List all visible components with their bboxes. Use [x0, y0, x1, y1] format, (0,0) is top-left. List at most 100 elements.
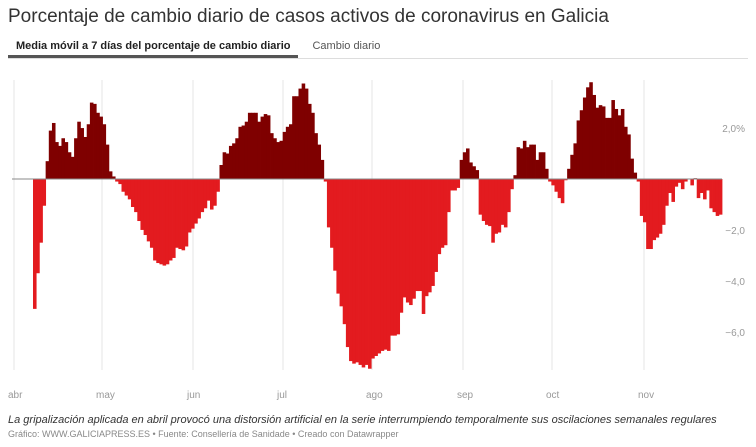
- bar: [706, 179, 710, 191]
- bar: [386, 179, 391, 351]
- bar: [557, 179, 562, 199]
- bar: [115, 179, 119, 182]
- tab-daily-change[interactable]: Cambio diario: [312, 40, 381, 52]
- tab-moving-average[interactable]: Media móvil a 7 días del porcentaje de c…: [8, 38, 299, 58]
- chart-title: Porcentaje de cambio diario de casos act…: [8, 6, 609, 27]
- bar: [592, 94, 596, 179]
- bar: [361, 179, 366, 368]
- bar: [108, 171, 113, 179]
- bar: [551, 179, 555, 186]
- bar: [424, 179, 429, 297]
- bar: [149, 179, 154, 248]
- bar: [380, 179, 385, 351]
- bar: [601, 106, 606, 179]
- bar: [503, 179, 508, 228]
- x-tick-label: ago: [366, 390, 383, 401]
- bar: [121, 179, 126, 192]
- bar: [323, 179, 328, 182]
- bar: [548, 179, 552, 182]
- bar: [428, 179, 432, 293]
- bar: [187, 179, 192, 233]
- bar: [614, 108, 619, 179]
- bar: [130, 179, 135, 208]
- bar: [472, 166, 476, 179]
- bar: [655, 179, 660, 238]
- bar: [532, 144, 536, 179]
- bar: [560, 179, 565, 204]
- bar: [690, 179, 694, 186]
- bar: [484, 179, 489, 225]
- bar: [674, 179, 679, 187]
- y-tick-label: −6,0: [725, 328, 745, 339]
- bar: [39, 179, 43, 243]
- bar: [661, 179, 666, 225]
- bar: [642, 179, 647, 223]
- bar: [450, 179, 454, 191]
- bar: [194, 179, 198, 224]
- bar: [42, 179, 47, 206]
- bar: [289, 124, 293, 179]
- bar: [519, 148, 524, 179]
- bar: [605, 117, 609, 179]
- bar: [573, 143, 578, 179]
- bar: [649, 179, 653, 250]
- bar: [699, 179, 704, 194]
- chart-note: La gripalización aplicada en abril provo…: [8, 414, 717, 426]
- bar: [58, 145, 62, 179]
- bar: [709, 179, 713, 209]
- bar: [140, 179, 145, 230]
- bar: [383, 179, 388, 350]
- bar: [627, 134, 631, 179]
- bar: [677, 179, 682, 183]
- bar: [270, 133, 274, 179]
- bar: [368, 179, 372, 369]
- bar: [545, 168, 549, 179]
- bar: [377, 179, 382, 354]
- bar: [443, 179, 448, 246]
- bar: [652, 179, 657, 241]
- bar: [405, 179, 410, 303]
- bar: [172, 179, 176, 258]
- bar: [437, 179, 442, 255]
- bar: [646, 179, 650, 250]
- bar: [263, 114, 268, 179]
- bar: [235, 138, 239, 179]
- bar: [342, 179, 347, 325]
- bar: [608, 117, 612, 179]
- bar: [431, 179, 435, 286]
- y-tick-label: −2,0: [725, 226, 745, 237]
- bar: [684, 179, 688, 182]
- bar: [570, 154, 574, 179]
- bar: [358, 179, 363, 365]
- bar: [491, 179, 495, 243]
- bar: [326, 179, 331, 228]
- bar: [402, 179, 407, 298]
- y-tick-label: −4,0: [725, 277, 745, 288]
- bar: [665, 179, 669, 206]
- bar: [55, 142, 59, 179]
- bar: [317, 144, 322, 179]
- tab-bar: Media móvil a 7 días del porcentaje de c…: [8, 38, 748, 59]
- bar: [488, 179, 492, 227]
- bar: [440, 179, 445, 248]
- bar: [469, 162, 473, 179]
- bar: [680, 179, 685, 190]
- bar: [314, 133, 318, 179]
- bar: [522, 140, 527, 179]
- bar: [93, 103, 97, 179]
- bar: [244, 121, 249, 179]
- bar: [611, 100, 615, 179]
- bar: [307, 103, 312, 179]
- bar: [624, 126, 628, 179]
- bar: [671, 179, 675, 202]
- bar: [238, 126, 242, 179]
- bar: [276, 142, 280, 179]
- bar: [178, 179, 182, 250]
- bar: [80, 128, 84, 179]
- bar: [191, 179, 195, 229]
- bar: [513, 175, 517, 179]
- bar: [175, 179, 179, 248]
- bar: [396, 179, 401, 335]
- bar: [393, 179, 397, 336]
- bar: [311, 112, 315, 179]
